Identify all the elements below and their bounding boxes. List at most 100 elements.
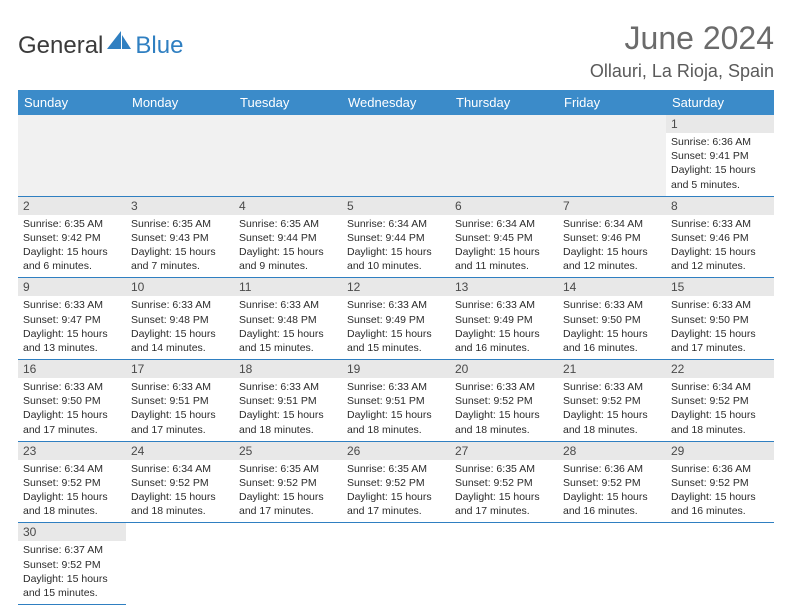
calendar-cell: 10Sunrise: 6:33 AMSunset: 9:48 PMDayligh… (126, 278, 234, 360)
day-number: 4 (234, 197, 342, 215)
calendar-row: 30Sunrise: 6:37 AMSunset: 9:52 PMDayligh… (18, 523, 774, 605)
day-details: Sunrise: 6:35 AMSunset: 9:52 PMDaylight:… (450, 460, 558, 523)
day-details: Sunrise: 6:36 AMSunset: 9:41 PMDaylight:… (666, 133, 774, 196)
day-details: Sunrise: 6:33 AMSunset: 9:50 PMDaylight:… (666, 296, 774, 359)
calendar-cell (234, 115, 342, 196)
calendar-cell (342, 115, 450, 196)
day-number: 22 (666, 360, 774, 378)
calendar-cell (126, 115, 234, 196)
weekday-header: Saturday (666, 90, 774, 115)
day-details: Sunrise: 6:33 AMSunset: 9:49 PMDaylight:… (450, 296, 558, 359)
day-number: 26 (342, 442, 450, 460)
calendar-cell: 8Sunrise: 6:33 AMSunset: 9:46 PMDaylight… (666, 196, 774, 278)
day-number: 29 (666, 442, 774, 460)
calendar-row: 1Sunrise: 6:36 AMSunset: 9:41 PMDaylight… (18, 115, 774, 196)
day-number: 9 (18, 278, 126, 296)
day-details: Sunrise: 6:34 AMSunset: 9:44 PMDaylight:… (342, 215, 450, 278)
day-number: 18 (234, 360, 342, 378)
day-details: Sunrise: 6:34 AMSunset: 9:52 PMDaylight:… (18, 460, 126, 523)
calendar-head: SundayMondayTuesdayWednesdayThursdayFrid… (18, 90, 774, 115)
day-details: Sunrise: 6:33 AMSunset: 9:50 PMDaylight:… (18, 378, 126, 441)
calendar-cell: 4Sunrise: 6:35 AMSunset: 9:44 PMDaylight… (234, 196, 342, 278)
calendar-cell: 26Sunrise: 6:35 AMSunset: 9:52 PMDayligh… (342, 441, 450, 523)
calendar-cell: 15Sunrise: 6:33 AMSunset: 9:50 PMDayligh… (666, 278, 774, 360)
brand-part2: Blue (135, 32, 183, 60)
day-details: Sunrise: 6:34 AMSunset: 9:45 PMDaylight:… (450, 215, 558, 278)
calendar-row: 23Sunrise: 6:34 AMSunset: 9:52 PMDayligh… (18, 441, 774, 523)
day-number: 1 (666, 115, 774, 133)
calendar-cell: 21Sunrise: 6:33 AMSunset: 9:52 PMDayligh… (558, 360, 666, 442)
calendar-row: 9Sunrise: 6:33 AMSunset: 9:47 PMDaylight… (18, 278, 774, 360)
day-number: 7 (558, 197, 666, 215)
calendar-cell (666, 523, 774, 605)
day-number: 15 (666, 278, 774, 296)
weekday-header: Monday (126, 90, 234, 115)
day-number: 13 (450, 278, 558, 296)
sail-icon (107, 30, 133, 50)
day-details: Sunrise: 6:34 AMSunset: 9:52 PMDaylight:… (666, 378, 774, 441)
calendar-cell (450, 523, 558, 605)
day-number: 12 (342, 278, 450, 296)
weekday-header: Tuesday (234, 90, 342, 115)
day-number: 2 (18, 197, 126, 215)
day-number: 19 (342, 360, 450, 378)
page-subtitle: Ollauri, La Rioja, Spain (590, 61, 774, 82)
day-number: 5 (342, 197, 450, 215)
day-number: 11 (234, 278, 342, 296)
calendar-cell: 16Sunrise: 6:33 AMSunset: 9:50 PMDayligh… (18, 360, 126, 442)
day-details: Sunrise: 6:37 AMSunset: 9:52 PMDaylight:… (18, 541, 126, 604)
day-details: Sunrise: 6:34 AMSunset: 9:46 PMDaylight:… (558, 215, 666, 278)
title-block: June 2024 Ollauri, La Rioja, Spain (590, 20, 774, 82)
calendar-row: 16Sunrise: 6:33 AMSunset: 9:50 PMDayligh… (18, 360, 774, 442)
day-details: Sunrise: 6:36 AMSunset: 9:52 PMDaylight:… (558, 460, 666, 523)
day-number: 23 (18, 442, 126, 460)
day-details: Sunrise: 6:35 AMSunset: 9:52 PMDaylight:… (342, 460, 450, 523)
calendar-cell: 2Sunrise: 6:35 AMSunset: 9:42 PMDaylight… (18, 196, 126, 278)
calendar-cell: 18Sunrise: 6:33 AMSunset: 9:51 PMDayligh… (234, 360, 342, 442)
day-number: 14 (558, 278, 666, 296)
calendar-cell (234, 523, 342, 605)
day-number: 10 (126, 278, 234, 296)
day-number: 3 (126, 197, 234, 215)
calendar-cell: 1Sunrise: 6:36 AMSunset: 9:41 PMDaylight… (666, 115, 774, 196)
calendar-cell: 17Sunrise: 6:33 AMSunset: 9:51 PMDayligh… (126, 360, 234, 442)
calendar-cell (450, 115, 558, 196)
calendar-cell (18, 115, 126, 196)
calendar-cell: 19Sunrise: 6:33 AMSunset: 9:51 PMDayligh… (342, 360, 450, 442)
day-number: 30 (18, 523, 126, 541)
page-title: June 2024 (590, 20, 774, 57)
calendar-body: 1Sunrise: 6:36 AMSunset: 9:41 PMDaylight… (18, 115, 774, 605)
day-details: Sunrise: 6:35 AMSunset: 9:42 PMDaylight:… (18, 215, 126, 278)
calendar-cell: 25Sunrise: 6:35 AMSunset: 9:52 PMDayligh… (234, 441, 342, 523)
day-details: Sunrise: 6:33 AMSunset: 9:48 PMDaylight:… (126, 296, 234, 359)
day-number: 8 (666, 197, 774, 215)
calendar-cell: 3Sunrise: 6:35 AMSunset: 9:43 PMDaylight… (126, 196, 234, 278)
calendar-cell (126, 523, 234, 605)
day-details: Sunrise: 6:33 AMSunset: 9:51 PMDaylight:… (234, 378, 342, 441)
calendar-cell: 20Sunrise: 6:33 AMSunset: 9:52 PMDayligh… (450, 360, 558, 442)
day-details: Sunrise: 6:33 AMSunset: 9:46 PMDaylight:… (666, 215, 774, 278)
day-details: Sunrise: 6:35 AMSunset: 9:52 PMDaylight:… (234, 460, 342, 523)
calendar-cell (558, 115, 666, 196)
day-number: 25 (234, 442, 342, 460)
day-number: 6 (450, 197, 558, 215)
calendar-cell: 30Sunrise: 6:37 AMSunset: 9:52 PMDayligh… (18, 523, 126, 605)
weekday-header: Thursday (450, 90, 558, 115)
calendar-cell (342, 523, 450, 605)
day-details: Sunrise: 6:33 AMSunset: 9:52 PMDaylight:… (558, 378, 666, 441)
day-details: Sunrise: 6:33 AMSunset: 9:48 PMDaylight:… (234, 296, 342, 359)
day-number: 16 (18, 360, 126, 378)
day-details: Sunrise: 6:36 AMSunset: 9:52 PMDaylight:… (666, 460, 774, 523)
calendar-row: 2Sunrise: 6:35 AMSunset: 9:42 PMDaylight… (18, 196, 774, 278)
day-details: Sunrise: 6:33 AMSunset: 9:51 PMDaylight:… (342, 378, 450, 441)
day-number: 24 (126, 442, 234, 460)
day-details: Sunrise: 6:33 AMSunset: 9:47 PMDaylight:… (18, 296, 126, 359)
calendar-cell: 28Sunrise: 6:36 AMSunset: 9:52 PMDayligh… (558, 441, 666, 523)
brand-part1: General (18, 32, 103, 60)
day-details: Sunrise: 6:35 AMSunset: 9:44 PMDaylight:… (234, 215, 342, 278)
day-details: Sunrise: 6:33 AMSunset: 9:52 PMDaylight:… (450, 378, 558, 441)
calendar-cell: 9Sunrise: 6:33 AMSunset: 9:47 PMDaylight… (18, 278, 126, 360)
weekday-header: Wednesday (342, 90, 450, 115)
calendar-cell: 23Sunrise: 6:34 AMSunset: 9:52 PMDayligh… (18, 441, 126, 523)
calendar-table: SundayMondayTuesdayWednesdayThursdayFrid… (18, 90, 774, 605)
